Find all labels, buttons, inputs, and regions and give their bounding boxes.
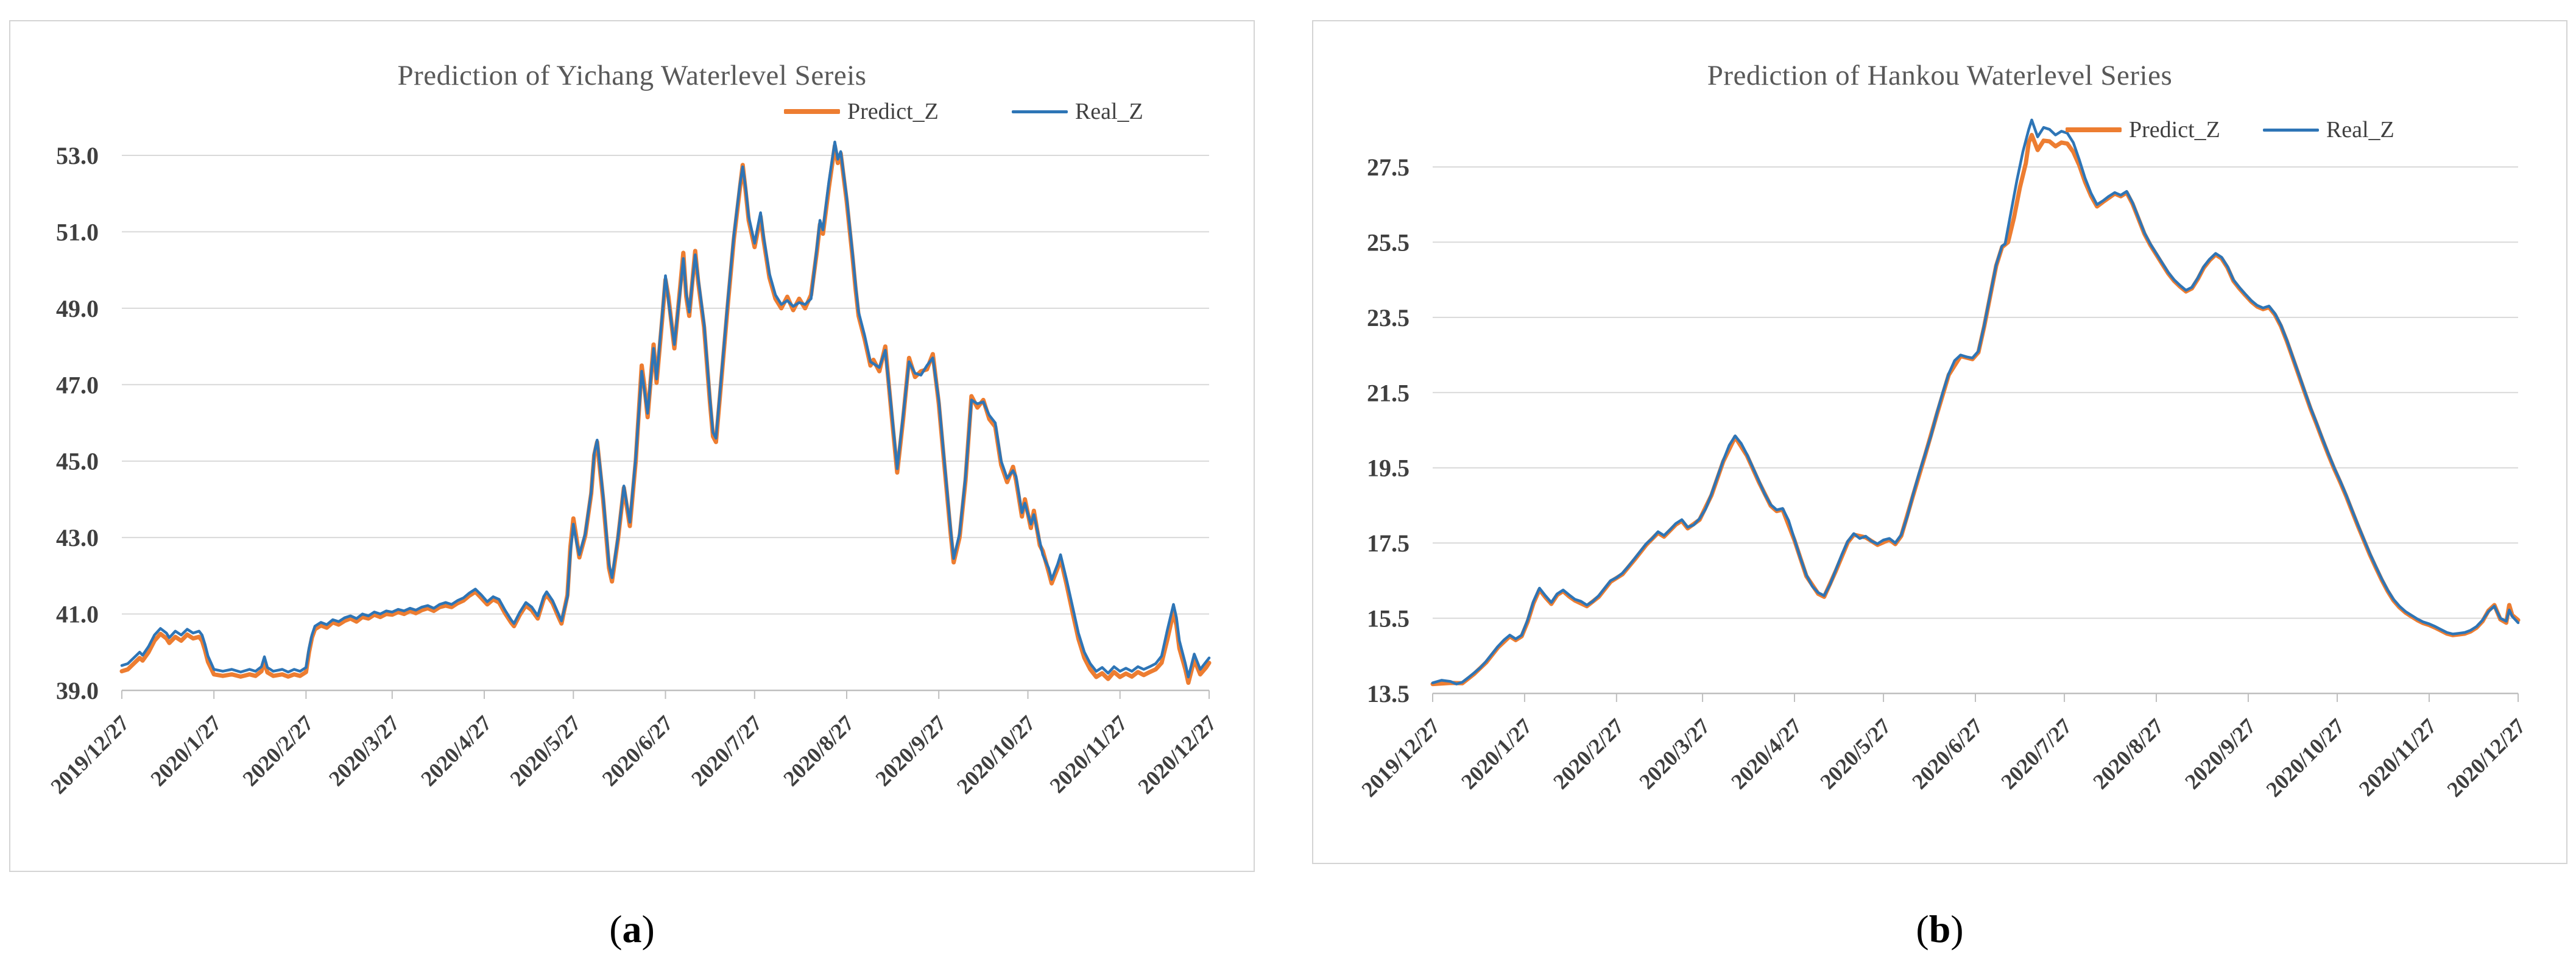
yichang-plot-svg: 53.0 51.0 49.0 47.0 45.0 43.0 41.0 39.0 2019/12/…: [46, 140, 1221, 799]
legend-label-real: Real_Z: [1075, 99, 1143, 124]
x-tick-label: 2020/7/27: [686, 710, 767, 791]
caption-paren: (: [609, 907, 623, 951]
y-tick-label: 17.5: [1367, 530, 1410, 557]
x-tick-label: 2020/5/27: [505, 710, 585, 791]
x-tick-label: 2020/6/27: [1907, 714, 1988, 794]
chart-title-yichang: Prediction of Yichang Waterlevel Sereis: [397, 60, 867, 91]
caption-paren: ): [641, 907, 655, 951]
x-tick-label: 2020/9/27: [870, 710, 951, 791]
series-line-predict_z: [119, 143, 1212, 685]
chart-title-hankou: Prediction of Hankou Waterlevel Series: [1707, 60, 2173, 91]
chart-panel-yichang: 53.0 51.0 49.0 47.0 45.0 43.0 41.0 39.0 2019/12/…: [9, 20, 1255, 872]
legend-item-real: Real_Z: [2262, 116, 2394, 143]
real-line-swatch-icon: [2262, 128, 2319, 132]
x-tick-label: 2020/3/27: [1634, 714, 1715, 794]
legend-hankou: Predict_Z Real_Z: [2066, 116, 2394, 143]
subfigure-caption-a: (a): [9, 907, 1255, 968]
y-tick-label: 51.0: [56, 218, 99, 246]
x-tick-label: 2020/4/27: [416, 710, 496, 791]
x-tick-label: 2020/5/27: [1815, 714, 1896, 794]
x-tick-label: 2020/11/27: [2354, 714, 2441, 801]
x-tick-label: 2020/9/27: [2180, 714, 2260, 794]
series-line-real_z: [120, 140, 1211, 679]
legend-label-real: Real_Z: [2326, 117, 2394, 143]
x-tick-label: 2019/12/27: [46, 710, 133, 798]
legend-yichang: Predict_Z Real_Z: [784, 98, 1143, 125]
y-tick-label: 53.0: [56, 142, 99, 169]
x-tick-label: 2020/1/27: [1456, 714, 1537, 794]
x-tick-label: 2020/12/27: [1133, 710, 1221, 798]
chart-panel-hankou: 27.5 25.5 23.5 21.5 19.5 17.5 15.5 13.5 2019/12/…: [1312, 20, 2567, 864]
x-tick-label: 2020/12/27: [2442, 714, 2530, 801]
caption-letter: a: [622, 907, 642, 951]
legend-item-real: Real_Z: [1011, 98, 1143, 125]
y-tick-label: 13.5: [1367, 680, 1410, 707]
subfigure-caption-b: (b): [1312, 907, 2567, 968]
legend-label-predict: Predict_Z: [2129, 117, 2220, 143]
y-tick-label: 43.0: [56, 524, 99, 551]
x-tick-label: 2020/11/27: [1045, 710, 1132, 798]
x-tick-label: 2020/8/27: [2088, 714, 2168, 794]
y-tick-label: 47.0: [56, 371, 99, 399]
caption-letter: b: [1928, 907, 1951, 951]
x-tick-label: 2020/3/27: [324, 710, 404, 791]
y-tick-label: 23.5: [1367, 304, 1410, 331]
predict-line-swatch-icon: [784, 109, 840, 114]
series-line-real_z: [1431, 118, 2520, 686]
y-tick-label: 25.5: [1367, 229, 1410, 256]
caption-paren: ): [1950, 907, 1964, 951]
x-tick-label: 2020/2/27: [1548, 714, 1629, 794]
legend-item-predict: Predict_Z: [784, 98, 939, 125]
hankou-plot-svg: 27.5 25.5 23.5 21.5 19.5 17.5 15.5 13.5 2019/12/…: [1357, 118, 2530, 802]
x-tick-label: 2020/4/27: [1726, 714, 1807, 794]
caption-paren: (: [1916, 907, 1929, 951]
x-tick-label: 2020/2/27: [238, 710, 319, 791]
y-tick-label: 19.5: [1367, 455, 1410, 482]
y-tick-label: 21.5: [1367, 379, 1410, 406]
y-tick-label: 41.0: [56, 601, 99, 628]
x-tick-label: 2019/12/27: [1357, 714, 1444, 801]
x-tick-label: 2020/10/27: [952, 710, 1040, 798]
series-line-predict_z: [1430, 133, 2521, 687]
y-tick-label: 45.0: [56, 448, 99, 475]
predict-line-swatch-icon: [2066, 127, 2122, 132]
y-tick-label: 39.0: [56, 677, 99, 704]
x-tick-label: 2020/7/27: [1996, 714, 2077, 794]
x-tick-label: 2020/1/27: [146, 710, 226, 791]
legend-item-predict: Predict_Z: [2066, 116, 2220, 143]
y-tick-label: 15.5: [1367, 605, 1410, 633]
x-tick-label: 2020/10/27: [2261, 714, 2349, 801]
real-line-swatch-icon: [1011, 110, 1068, 113]
x-tick-label: 2020/6/27: [598, 710, 678, 791]
y-tick-label: 27.5: [1367, 154, 1410, 181]
x-tick-label: 2020/8/27: [778, 710, 859, 791]
legend-label-predict: Predict_Z: [847, 99, 939, 124]
y-tick-label: 49.0: [56, 295, 99, 322]
